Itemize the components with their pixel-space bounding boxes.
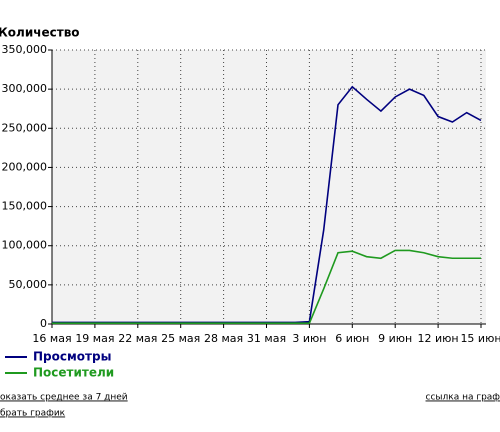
legend-label: Просмотры <box>33 350 111 364</box>
y-tick-label: 100,000 <box>2 239 48 252</box>
collapse-link[interactable]: брать график <box>0 409 66 419</box>
y-tick-label: 0 <box>40 317 47 330</box>
x-tick-label: 15 июн <box>460 332 500 345</box>
x-tick-label: 9 июн <box>378 332 412 345</box>
share-link[interactable]: ссылка на граф <box>426 393 500 403</box>
average-link[interactable]: оказать среднее за 7 дней <box>0 393 128 403</box>
x-tick-label: 16 мая <box>32 332 71 345</box>
x-tick-label: 31 мая <box>247 332 286 345</box>
x-tick-label: 12 июн <box>418 332 459 345</box>
x-tick-label: 22 мая <box>118 332 157 345</box>
y-tick-label: 200,000 <box>2 160 48 173</box>
x-tick-label: 28 мая <box>204 332 243 345</box>
y-tick-label: 350,000 <box>2 43 48 56</box>
y-tick-label: 300,000 <box>2 82 48 95</box>
x-tick-label: 19 мая <box>75 332 114 345</box>
x-tick-label: 6 июн <box>335 332 369 345</box>
plot-area <box>52 50 486 324</box>
x-tick-label: 25 мая <box>161 332 200 345</box>
series-line <box>52 249 481 325</box>
chart-title: Количество <box>0 26 80 40</box>
y-tick-label: 150,000 <box>2 200 48 213</box>
y-tick-label: 50,000 <box>9 278 48 291</box>
y-tick-label: 250,000 <box>2 121 48 134</box>
legend-label: Посетители <box>33 366 114 380</box>
x-tick-label: 3 июн <box>292 332 326 345</box>
